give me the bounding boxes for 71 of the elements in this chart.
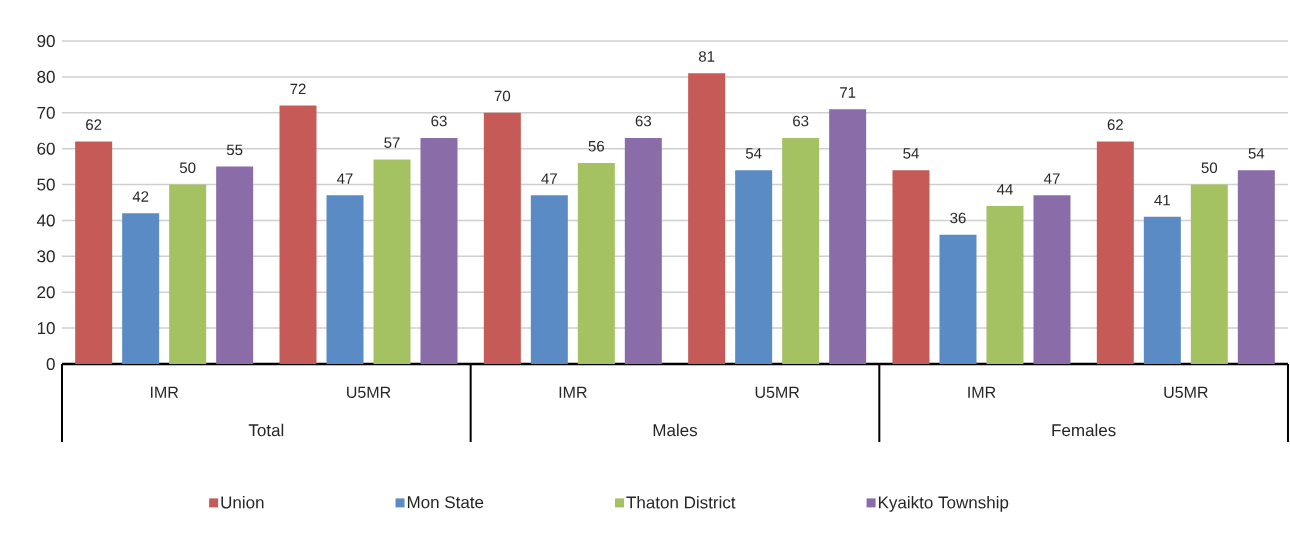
y-tick-label: 80 <box>37 70 55 83</box>
data-label: 57 <box>384 137 400 148</box>
data-label: 56 <box>588 140 605 152</box>
legend-label: Kyaikto Township <box>878 495 1009 512</box>
data-label: 36 <box>950 212 966 224</box>
data-label: 44 <box>996 184 1013 195</box>
data-label: 47 <box>541 173 557 184</box>
data-label: 70 <box>494 90 511 102</box>
data-label: 55 <box>226 144 243 156</box>
bar <box>169 184 207 364</box>
y-tick-label: 70 <box>37 106 55 119</box>
data-label: 62 <box>1107 119 1123 130</box>
bar <box>373 159 411 364</box>
legend-label: Thaton District <box>626 495 736 509</box>
bar <box>577 163 615 364</box>
y-tick-label: 50 <box>37 178 55 191</box>
data-label: 42 <box>132 191 149 202</box>
text: Males <box>653 423 698 437</box>
bar <box>1143 216 1181 364</box>
bar <box>782 137 820 364</box>
x-tick-label: IMR <box>559 386 587 398</box>
y-tick-label: 90 <box>37 34 55 48</box>
data-label: 54 <box>745 148 762 159</box>
bar <box>829 109 867 364</box>
x-tick-label: IMR <box>968 386 996 398</box>
data-label: 63 <box>793 115 809 127</box>
text: Total <box>248 423 284 437</box>
x-tick-label: IMR <box>150 386 179 398</box>
data-label: 62 <box>86 119 102 130</box>
bar <box>326 195 364 364</box>
bar <box>986 206 1024 364</box>
legend-label: Mon State <box>407 496 484 509</box>
y-tick-label: 0 <box>46 357 55 371</box>
bar <box>420 137 458 364</box>
legend-label: Union <box>221 495 264 509</box>
x-tick-label: U5MR <box>347 386 391 398</box>
bar <box>939 234 977 364</box>
data-label: 63 <box>431 115 447 127</box>
x-tick-label: U5MR <box>1164 386 1208 398</box>
bar <box>1033 195 1071 364</box>
y-tick-label: 10 <box>37 322 55 335</box>
bar <box>75 141 113 364</box>
bar <box>892 170 930 364</box>
bar <box>279 105 317 364</box>
data-label: 71 <box>840 87 856 98</box>
y-tick-label: 20 <box>37 286 55 299</box>
data-label: 47 <box>337 173 353 184</box>
text: Females <box>1052 423 1116 437</box>
bar <box>1096 141 1134 364</box>
x-tick-label: U5MR <box>755 386 800 398</box>
bar <box>1190 184 1228 364</box>
y-tick-label: 30 <box>37 250 55 263</box>
data-label: 47 <box>1043 173 1060 184</box>
bar <box>688 73 726 364</box>
bar <box>1237 170 1275 364</box>
data-label: 63 <box>635 115 652 127</box>
bar <box>122 213 160 364</box>
bar <box>624 137 662 364</box>
data-label: 50 <box>1201 162 1218 174</box>
y-tick-label: 40 <box>36 214 55 227</box>
data-label: 81 <box>698 51 715 62</box>
bar <box>530 195 568 364</box>
bar <box>483 112 521 364</box>
bar <box>216 166 254 364</box>
data-label: 41 <box>1154 195 1170 206</box>
data-label: 54 <box>903 148 919 159</box>
data-label: 54 <box>1248 148 1265 159</box>
data-label: 72 <box>290 83 306 95</box>
data-label: 50 <box>179 162 196 174</box>
y-tick-label: 60 <box>37 142 55 155</box>
bar <box>735 170 773 364</box>
